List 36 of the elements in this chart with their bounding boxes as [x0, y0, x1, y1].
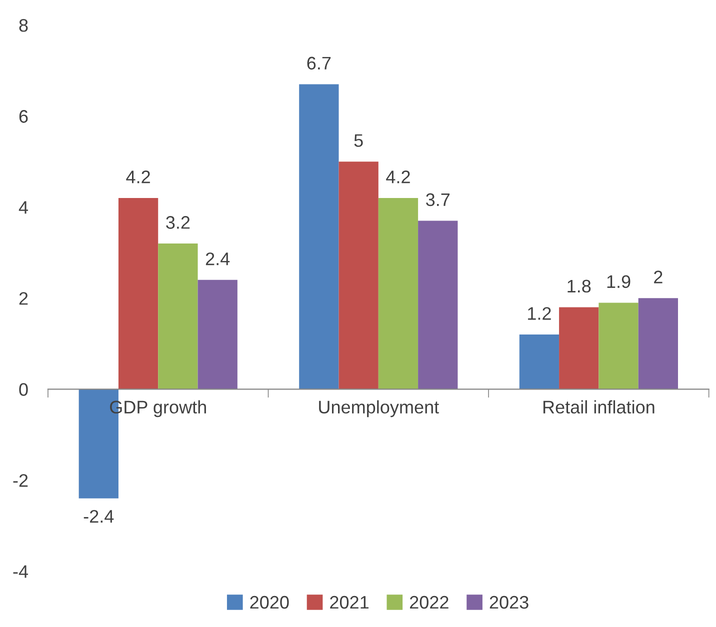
legend-label: 2023 [490, 596, 528, 609]
data-label: 3.2 [166, 216, 190, 229]
bar [118, 198, 158, 390]
bar [418, 220, 458, 390]
bar [299, 84, 339, 390]
y-tick-label: 0 [19, 383, 28, 396]
bar [598, 302, 638, 390]
bar [559, 307, 599, 390]
legend-label: 2022 [410, 596, 448, 609]
data-label: 4.2 [126, 170, 150, 184]
bar [638, 298, 678, 390]
y-tick-label: 2 [19, 292, 28, 305]
y-tick-label: -2 [13, 474, 28, 487]
y-tick-label: 6 [19, 110, 28, 123]
data-label: 1.2 [528, 307, 551, 320]
x-tick-label: Unemployment [319, 400, 439, 418]
data-label: 2 [654, 270, 662, 284]
bar [378, 198, 418, 390]
data-label: 5 [354, 134, 363, 147]
data-label: -2.4 [84, 510, 114, 523]
y-tick-label: 4 [18, 201, 28, 214]
data-label: 2.4 [206, 252, 230, 266]
y-tick-label: -4 [13, 565, 28, 578]
data-label: 3.7 [426, 193, 450, 206]
legend-label: 2021 [330, 596, 368, 609]
bar [158, 244, 198, 390]
x-tick-label: Retail inflation [543, 400, 654, 414]
data-label: 4.2 [386, 170, 410, 184]
data-label: 1.8 [568, 280, 591, 293]
bar [338, 162, 378, 390]
y-tick-label: 8 [19, 19, 28, 32]
data-label: 1.9 [607, 275, 630, 288]
data-label: 6.7 [307, 56, 331, 70]
legend-label: 2020 [250, 596, 289, 609]
bar [519, 334, 560, 390]
bar [198, 280, 238, 390]
